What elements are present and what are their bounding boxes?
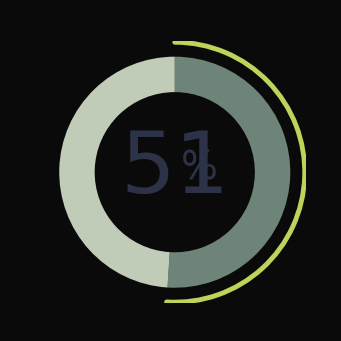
Wedge shape	[167, 57, 290, 288]
Text: %: %	[181, 149, 218, 187]
Text: 51: 51	[120, 128, 229, 211]
Wedge shape	[59, 57, 175, 287]
